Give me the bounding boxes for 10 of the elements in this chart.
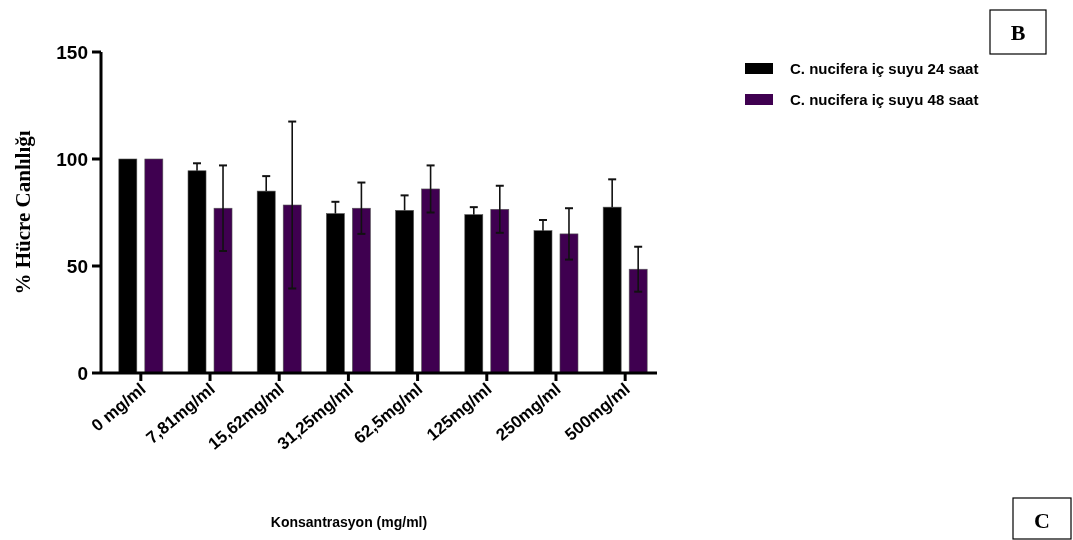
y-tick-label: 50 <box>66 255 88 277</box>
x-axis-title: Konsantrasyon (mg/ml) <box>270 514 428 530</box>
text: C <box>1034 507 1050 533</box>
legend-label: C. nucifera iç suyu 48 saat <box>790 91 979 109</box>
y-tick-label: 0 <box>77 362 88 384</box>
y-tick-label: 100 <box>56 148 88 170</box>
y-tick-label: 150 <box>56 41 88 63</box>
text: B <box>1010 19 1026 45</box>
y-axis-title: % Hücre Canlılığı <box>11 130 35 295</box>
legend-label: C. nucifera iç suyu 24 saat <box>790 60 979 78</box>
